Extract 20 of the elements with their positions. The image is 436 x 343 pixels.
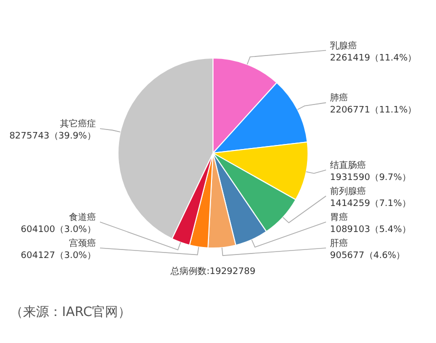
text: （来源：IARC官网） <box>10 304 132 320</box>
data-label: 8275743（39.9%） <box>9 132 96 142</box>
slice-label: 宫颈癌 <box>69 238 96 249</box>
slice-label: 食道癌 <box>69 212 96 223</box>
data-label: 1089103（5.4%） <box>330 225 411 235</box>
slice-label: 结直肠癌 <box>330 160 366 171</box>
slice-label: 肝癌 <box>330 238 348 249</box>
slice-label: 其它癌症 <box>60 118 96 130</box>
slice-label: 乳腺癌 <box>330 40 357 52</box>
slice-label: 前列腺癌 <box>330 186 366 197</box>
data-label: 604100（3.0%） <box>20 225 96 235</box>
slice-label: 肺癌 <box>330 92 348 104</box>
data-label: 2261419（11.4%） <box>330 53 417 64</box>
data-label: 604127（3.0%） <box>20 251 96 261</box>
data-label: 1931590（9.7%） <box>330 173 411 183</box>
text: 总病例数:19292789 <box>170 266 256 277</box>
data-label: 905677（4.6%） <box>330 251 406 261</box>
slice-label: 胃癌 <box>330 212 348 223</box>
data-label: 2206771（11.1%） <box>330 106 417 116</box>
data-label: 1414259（7.1%） <box>330 199 411 209</box>
